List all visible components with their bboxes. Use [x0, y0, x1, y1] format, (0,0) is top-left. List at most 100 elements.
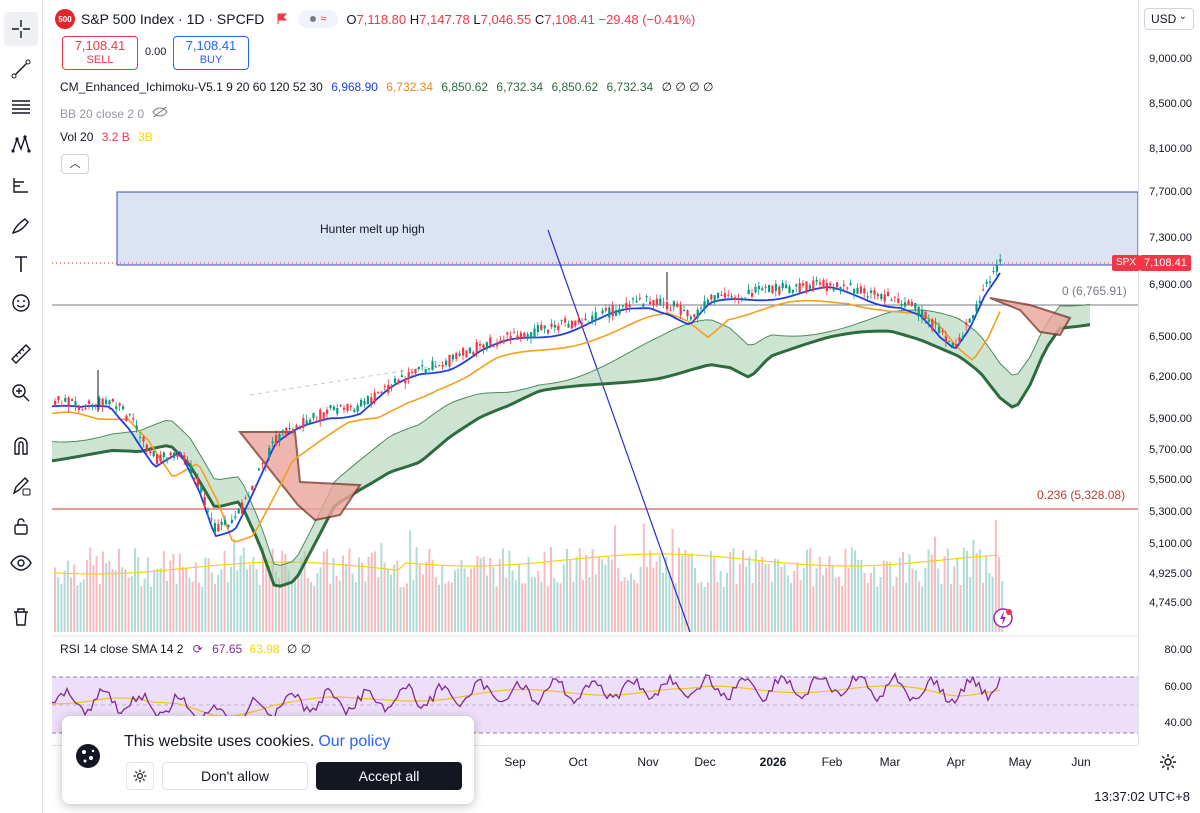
candle-body: [234, 516, 237, 518]
collapse-legend-button[interactable]: ︿: [61, 154, 89, 174]
eye-icon[interactable]: [4, 546, 38, 580]
trash-icon[interactable]: [4, 600, 38, 634]
price-tick: 5,900.00: [1149, 413, 1192, 425]
volume-bar: [994, 520, 997, 632]
projection-icon[interactable]: [4, 168, 38, 202]
volume-bar: [969, 576, 972, 632]
candle-body: [791, 289, 794, 293]
candle-body: [540, 324, 543, 330]
rsi-tick: 40.00: [1164, 717, 1192, 729]
candle-body: [332, 406, 335, 410]
candle-body: [815, 280, 818, 282]
volume-bar: [889, 561, 892, 632]
candle-body: [81, 409, 84, 411]
symbol-logo[interactable]: 500: [55, 9, 75, 29]
cookie-settings-button[interactable]: [126, 762, 154, 790]
candle-body: [414, 369, 417, 374]
cookie-policy-link[interactable]: Our policy: [318, 733, 391, 750]
volume-bar: [422, 574, 424, 632]
candle-body: [251, 485, 254, 491]
bb-legend[interactable]: BB 20 close 2 0: [60, 106, 169, 121]
trendline-icon[interactable]: [4, 52, 38, 86]
clock[interactable]: 13:37:02 UTC+8: [1094, 789, 1190, 804]
volume-bar: [441, 565, 444, 632]
hidden-eye-icon[interactable]: [152, 106, 169, 118]
symbol-title[interactable]: S&P 500 Index · 1D · SPCFD: [81, 11, 265, 27]
volume-bar: [540, 581, 543, 632]
price-scale[interactable]: 9,000.00 8,500.00 8,100.00 7,700.00 7,30…: [1138, 0, 1200, 745]
zoom-icon[interactable]: [4, 376, 38, 410]
volume-bar: [921, 586, 924, 632]
ichimoku-legend[interactable]: CM_Enhanced_Ichimoku-V5.1 9 20 60 120 52…: [60, 80, 718, 94]
accept-all-button[interactable]: Accept all: [316, 762, 462, 790]
volume-bar: [166, 580, 168, 632]
volume-bar: [982, 582, 984, 632]
crosshair-icon[interactable]: [4, 12, 38, 46]
candle-body: [972, 315, 975, 319]
candle-body: [455, 353, 458, 359]
magnet-icon[interactable]: [4, 429, 38, 463]
sell-button[interactable]: 7,108.41 SELL: [62, 36, 138, 70]
volume-bar: [882, 560, 885, 632]
price-chart[interactable]: [0, 0, 1138, 745]
volume-legend[interactable]: Vol 20 3.2 B 3B: [60, 130, 158, 144]
rsi-legend[interactable]: RSI 14 close SMA 14 2 ⟳ 67.65 63.98 ∅ ∅: [60, 642, 311, 656]
candle-body: [149, 451, 152, 454]
time-axis[interactable]: Sep Oct Nov Dec 2026 Feb Mar Apr May Jun: [52, 745, 1138, 775]
candle-body: [428, 368, 431, 370]
buy-button[interactable]: 7,108.41 BUY: [173, 36, 249, 70]
rsi-refresh-icon[interactable]: ⟳: [192, 642, 203, 656]
candle-body: [839, 287, 842, 291]
volume-bar: [278, 577, 280, 632]
gear-icon[interactable]: [1158, 752, 1178, 772]
candle-body: [730, 296, 733, 298]
volume-bar: [415, 547, 418, 632]
volume-bar: [783, 564, 786, 632]
candle-body: [659, 298, 662, 305]
volume-bar: [975, 553, 978, 632]
candle-body: [642, 303, 645, 307]
volume-bar: [194, 562, 197, 632]
alert-icon[interactable]: [992, 607, 1014, 629]
candle-body: [135, 425, 138, 430]
fib-icon[interactable]: [4, 90, 38, 124]
trend-line-drawing[interactable]: [547, 229, 691, 633]
volume-bar: [943, 556, 946, 632]
volume-bar: [729, 552, 732, 632]
price-tick: 9,000.00: [1149, 53, 1192, 65]
candle-body: [822, 280, 825, 289]
volume-bar: [239, 555, 242, 632]
volume-bar: [559, 583, 562, 632]
volume-bar: [546, 586, 549, 632]
volume-bar: [172, 553, 175, 632]
volume-bar: [822, 575, 824, 632]
candle-body: [948, 341, 951, 343]
volume-bar: [710, 551, 712, 632]
pattern-icon[interactable]: [4, 128, 38, 162]
emoji-icon[interactable]: [4, 286, 38, 320]
volume-bar: [329, 583, 332, 632]
volume-bar: [482, 556, 485, 632]
volume-bar: [556, 582, 559, 632]
volume-bar: [777, 559, 780, 632]
volume-bar: [335, 576, 338, 632]
ichimoku-v3: 6,850.62: [441, 80, 489, 94]
volume-bar: [706, 582, 709, 632]
brush-icon[interactable]: [4, 208, 38, 242]
text-icon[interactable]: [4, 247, 38, 281]
volume-bar: [406, 583, 408, 632]
melt-up-zone[interactable]: [116, 191, 1138, 266]
candle-body: [278, 434, 281, 442]
candle-body: [213, 523, 216, 533]
currency-select[interactable]: USD ⌄: [1144, 8, 1194, 30]
lock-icon[interactable]: [4, 509, 38, 543]
ruler-icon[interactable]: [4, 337, 38, 371]
volume-bar: [761, 556, 764, 632]
candle-body: [825, 282, 828, 292]
market-status-pill[interactable]: ≈: [298, 10, 339, 28]
lock-drawing-icon[interactable]: [4, 469, 38, 503]
volume-bar: [73, 564, 76, 632]
dont-allow-button[interactable]: Don't allow: [162, 762, 308, 790]
volume-bar: [566, 549, 568, 632]
flag-icon[interactable]: [276, 13, 288, 25]
